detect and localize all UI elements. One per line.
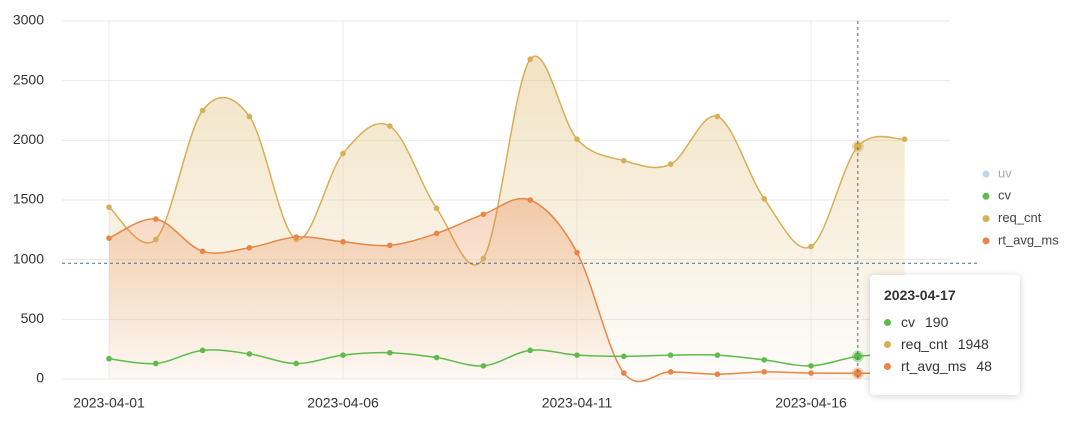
point <box>621 370 627 376</box>
point <box>527 347 533 354</box>
point <box>246 113 253 120</box>
point <box>340 150 346 157</box>
line <box>108 349 905 367</box>
point <box>574 136 580 142</box>
point <box>853 352 862 361</box>
tooltip-value: 190 <box>925 314 949 330</box>
point <box>808 243 814 250</box>
tooltip-dot <box>884 318 891 326</box>
point <box>433 205 440 212</box>
tooltip-name: rt_avg_ms <box>901 358 967 374</box>
point <box>387 349 393 356</box>
y-tick-label: 1500 <box>13 191 44 207</box>
point <box>761 196 767 202</box>
point <box>853 142 862 151</box>
x-tick-label: 2023-04-01 <box>73 395 145 411</box>
legend-label: cv <box>998 188 1012 203</box>
point <box>153 360 159 367</box>
point <box>901 136 908 142</box>
point <box>714 113 721 120</box>
point <box>246 244 253 251</box>
legend-label: uv <box>998 165 1012 180</box>
point <box>853 369 862 378</box>
point <box>199 347 206 354</box>
point <box>387 123 393 129</box>
y-tick-label: 500 <box>21 310 45 326</box>
point <box>761 369 767 375</box>
y-tick-label: 0 <box>36 370 44 386</box>
point <box>293 234 300 240</box>
legend-label: rt_avg_ms <box>998 232 1059 247</box>
tooltip-name: cv <box>901 314 915 330</box>
point <box>621 353 627 360</box>
point <box>714 371 721 378</box>
point <box>246 351 253 357</box>
x-tick-label: 2023-04-11 <box>542 395 613 411</box>
tooltip: 2023-04-17 cv 190 req_cnt 1948 rt_avg_ms 48 <box>870 275 1020 395</box>
legend-label: req_cnt <box>998 210 1042 225</box>
point <box>480 363 487 369</box>
point <box>714 352 721 358</box>
point <box>527 56 533 62</box>
tooltip-value: 1948 <box>957 336 989 352</box>
legend-dot <box>982 237 990 245</box>
tooltip-dot <box>884 340 891 348</box>
point <box>433 354 440 361</box>
point <box>340 238 346 245</box>
point <box>574 249 580 256</box>
legend-dot <box>982 192 990 200</box>
tooltip-row: cv 190 <box>884 311 1006 333</box>
x-tick-label: 2023-04-16 <box>775 395 847 411</box>
point <box>574 352 580 358</box>
legend-dot <box>982 215 990 223</box>
legend-dot <box>982 170 990 178</box>
y-tick-label: 2500 <box>13 71 44 87</box>
area <box>109 198 905 382</box>
point <box>808 363 814 369</box>
tooltip-row: req_cnt 1948 <box>884 333 1006 355</box>
point <box>293 360 300 367</box>
y-tick-label: 1000 <box>13 250 44 266</box>
point <box>761 357 767 363</box>
y-tick-label: 2000 <box>13 131 44 147</box>
point <box>199 248 206 255</box>
point <box>387 242 393 249</box>
point <box>480 211 487 218</box>
point <box>480 255 487 262</box>
x-tick-label: 2023-04-06 <box>307 395 379 411</box>
point <box>106 235 112 241</box>
tooltip-dot <box>884 362 891 370</box>
point <box>199 107 206 114</box>
point <box>106 204 112 210</box>
tooltip-name: req_cnt <box>901 336 948 352</box>
point <box>527 197 533 203</box>
point <box>667 369 674 375</box>
point <box>153 236 159 243</box>
point <box>433 230 440 237</box>
y-tick-label: 3000 <box>13 12 44 28</box>
point <box>621 157 627 164</box>
tooltip-title: 2023-04-17 <box>884 287 956 303</box>
point <box>667 352 674 358</box>
point <box>340 352 346 358</box>
point <box>106 355 112 362</box>
point <box>667 161 674 167</box>
point <box>153 216 159 222</box>
tooltip-value: 48 <box>976 358 992 374</box>
point <box>808 370 814 376</box>
tooltip-row: rt_avg_ms 48 <box>884 355 1006 377</box>
